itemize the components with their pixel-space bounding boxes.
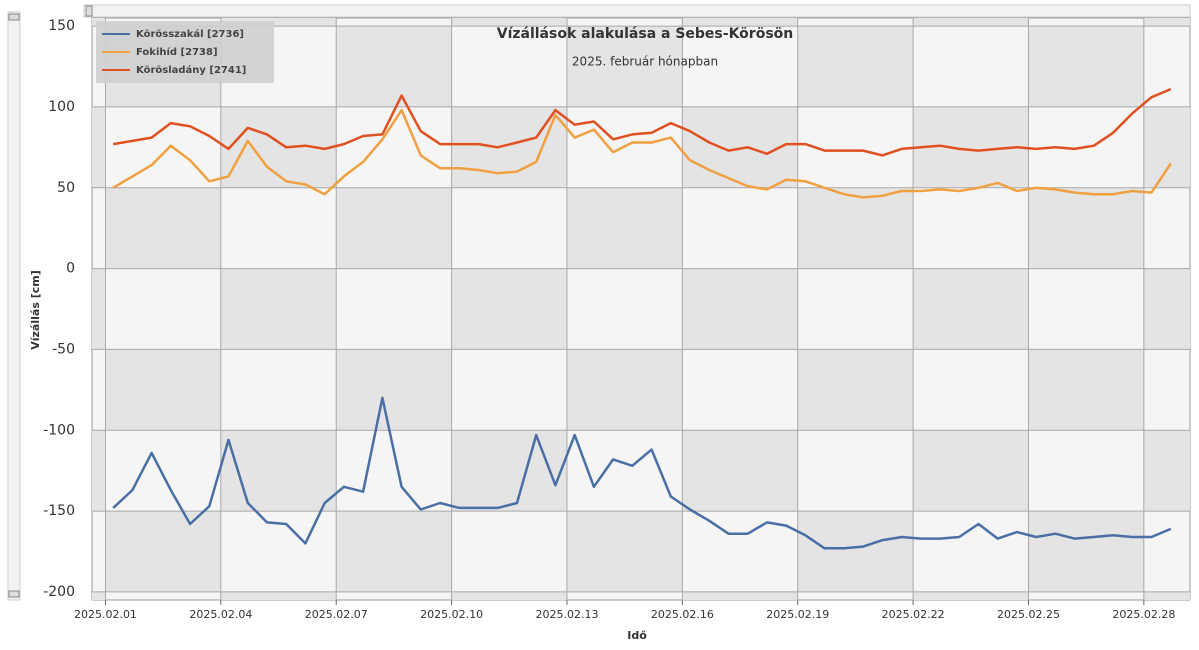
band [1028,349,1144,431]
band [1143,18,1190,27]
x-tick-label: 2025.02.22 [882,608,945,621]
y-tick-label: -50 [52,341,75,357]
band [797,187,914,269]
x-axis-label: Idő [627,629,647,642]
band [1143,430,1190,512]
y-tick-label: 150 [48,18,75,34]
band [451,268,567,350]
y-tick-label: -150 [43,503,75,519]
x-tick-label: 2025.02.04 [189,608,252,621]
y-axis-label: Vízállás [cm] [29,270,42,350]
band [566,26,683,107]
band [92,106,106,188]
band [1143,591,1190,600]
band [566,349,683,431]
v-scroll-thumb-bottom[interactable] [8,590,20,598]
series-line [112,108,1172,199]
band [105,187,221,269]
scrollbars [7,4,1191,601]
band [336,26,452,107]
legend-label: Körösladány [2741] [136,64,246,76]
band [682,18,798,27]
series-line [112,396,1172,550]
band [92,430,106,512]
band [682,430,798,512]
y-tick-label: -200 [43,584,75,600]
band [913,268,1029,350]
band [336,187,452,269]
band [1143,106,1190,188]
x-tick-label: 2025.02.13 [535,608,598,621]
x-tick-label: 2025.02.25 [997,608,1060,621]
band [913,18,1029,27]
chart-subtitle: 2025. február hónapban [572,55,718,69]
legend-label: Fokihíd [2738] [136,46,218,58]
band [220,268,337,350]
band [105,511,221,592]
band [105,349,221,431]
band [913,430,1029,512]
band [336,349,452,431]
band [566,187,683,269]
band [220,430,337,512]
band [1028,187,1144,269]
band [1028,26,1144,107]
band [451,591,567,600]
x-tick-label: 2025.02.10 [420,608,483,621]
h-scrollbar[interactable] [83,4,1191,18]
y-tick-label: 0 [66,261,75,277]
x-tick-label: 2025.02.28 [1112,608,1175,621]
band [682,591,798,600]
band [1028,511,1144,592]
band [451,18,567,27]
band [797,349,914,431]
v-scrollbar[interactable] [7,11,21,601]
band [913,591,1029,600]
y-tick-label: -100 [43,422,75,438]
x-tick-label: 2025.02.01 [74,608,137,621]
legend-label: Körösszakál [2736] [136,28,244,40]
band [220,18,337,27]
v-scroll-thumb-top[interactable] [8,13,20,21]
band [797,511,914,592]
x-tick-label: 2025.02.07 [305,608,368,621]
x-tick-label: 2025.02.16 [651,608,714,621]
band [797,26,914,107]
band [451,430,567,512]
band [220,591,337,600]
band [92,268,106,350]
h-scroll-thumb[interactable] [85,5,93,17]
band [92,591,106,600]
band [682,268,798,350]
band [336,511,452,592]
series-line [112,87,1172,157]
y-tick-label: 100 [48,99,75,115]
y-tick-label: 50 [57,180,75,196]
band [1143,268,1190,350]
x-tick-label: 2025.02.19 [766,608,829,621]
chart-title: Vízállások alakulása a Sebes-Körösön [497,26,794,42]
band [566,511,683,592]
